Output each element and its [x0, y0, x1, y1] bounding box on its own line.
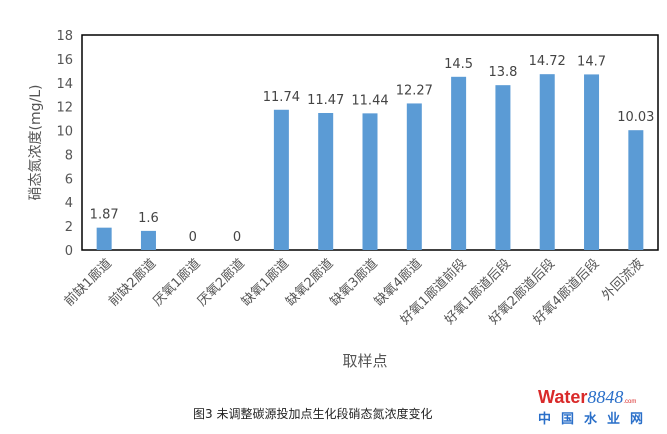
watermark-logo: Water8848.com 中国水业网	[538, 388, 663, 429]
y-tick-label: 4	[65, 196, 73, 211]
x-tick-label: 前缺1廊道	[61, 256, 115, 310]
logo-subtitle: 中国水业网	[538, 412, 654, 427]
data-label: 12.27	[396, 83, 433, 98]
y-axis-title: 硝态氮浓度(mg/L)	[28, 85, 44, 201]
data-label: 13.8	[488, 65, 517, 80]
data-label: 0	[233, 230, 241, 245]
x-tick-label: 厌氧2廊道	[194, 256, 248, 310]
bar	[628, 130, 644, 250]
x-tick-label: 前缺2廊道	[105, 256, 159, 310]
data-label: 14.72	[529, 54, 566, 69]
figure-caption: 图3 未调整碳源投加点生化段硝态氮浓度变化	[193, 407, 433, 421]
y-tick-label: 16	[56, 53, 73, 68]
y-tick-label: 8	[65, 148, 73, 163]
y-tick-label: 2	[65, 220, 73, 235]
y-tick-label: 14	[56, 77, 73, 92]
x-tick-label: 缺氧3廊道	[327, 256, 381, 310]
data-label: 11.74	[263, 90, 300, 105]
bar	[140, 230, 156, 250]
bar	[273, 109, 289, 251]
logo-text: Water	[538, 387, 588, 407]
x-tick-label: 缺氧2廊道	[283, 256, 337, 310]
bar	[539, 74, 555, 250]
x-tick-label: 外回流液	[599, 256, 646, 303]
y-tick-label: 12	[56, 101, 73, 116]
y-tick-label: 0	[65, 244, 73, 259]
x-tick-label: 厌氧1廊道	[150, 256, 204, 310]
y-tick-label: 18	[56, 29, 73, 44]
data-label: 1.87	[90, 208, 119, 223]
bar	[495, 85, 511, 251]
y-tick-label: 10	[56, 125, 73, 140]
bar-chart: 0 2 4 6 8 10 12 14 16 18 1.87 前缺1廊道 1.6 前缺2廊道 0 厌氧1廊道 0 厌…	[28, 29, 659, 370]
logo-number: 8848	[587, 387, 624, 407]
bar	[584, 74, 600, 251]
bar	[406, 103, 422, 250]
data-label: 0	[189, 230, 197, 245]
data-label: 14.5	[444, 57, 473, 72]
bar	[451, 76, 467, 250]
data-label: 10.03	[617, 110, 654, 125]
logo-domain: .com	[623, 399, 637, 405]
bar	[96, 227, 112, 250]
x-tick-label: 缺氧1廊道	[238, 256, 292, 310]
x-axis-title: 取样点	[342, 352, 387, 370]
bar	[318, 112, 334, 250]
y-tick-label: 6	[65, 172, 73, 187]
data-label: 14.7	[577, 54, 606, 69]
data-label: 11.47	[307, 93, 344, 108]
data-label: 1.6	[138, 211, 159, 226]
data-label: 11.44	[351, 93, 388, 108]
bar	[362, 113, 378, 250]
